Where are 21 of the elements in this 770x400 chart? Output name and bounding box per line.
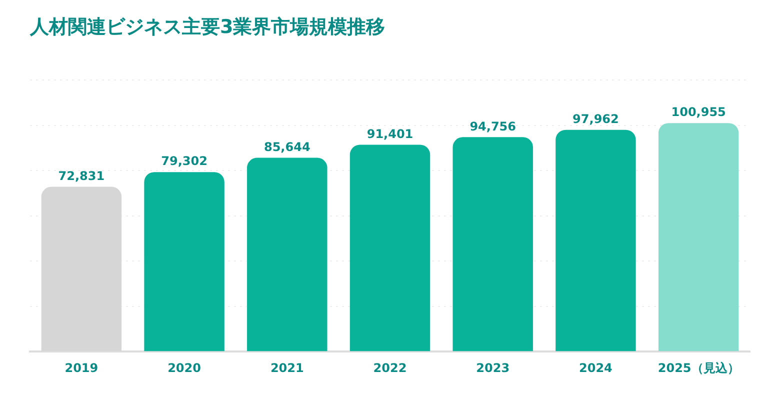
bar <box>350 144 430 352</box>
x-tick-label: 2025（見込） <box>658 360 740 375</box>
bar <box>658 123 739 352</box>
x-tick-label: 2022 <box>373 360 407 375</box>
data-label: 97,962 <box>572 112 619 126</box>
x-tick-label: 2020 <box>168 360 201 375</box>
bar <box>452 137 533 352</box>
data-label: 72,831 <box>58 168 105 183</box>
x-tick-label: 2024 <box>579 360 612 375</box>
bar <box>144 172 224 352</box>
bar <box>556 130 636 352</box>
bar <box>247 158 328 352</box>
chart-title: 人材関連ビジネス主要3業界市場規模推移 <box>30 15 386 40</box>
data-label: 79,302 <box>161 154 208 168</box>
data-label: 85,644 <box>264 140 310 154</box>
x-tick-label: 2019 <box>64 360 98 375</box>
x-tick-label: 2023 <box>476 360 510 375</box>
data-label: 94,756 <box>470 119 516 134</box>
data-label: 100,955 <box>671 105 726 120</box>
x-tick-label: 2021 <box>270 360 304 375</box>
data-label: 91,401 <box>366 126 414 141</box>
